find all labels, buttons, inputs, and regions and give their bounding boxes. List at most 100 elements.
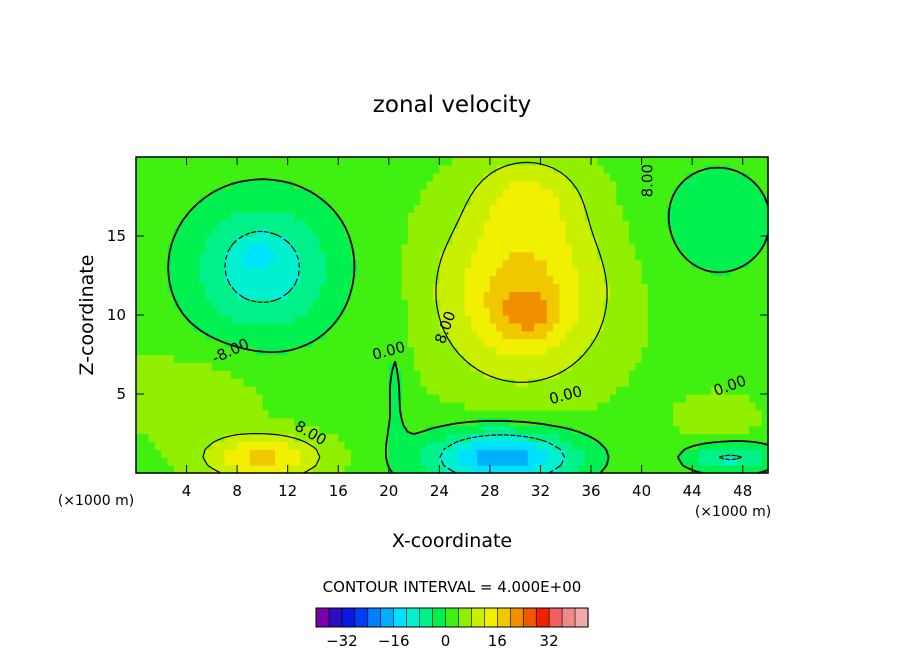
heatmap-cell [382,196,390,205]
heatmap-cell [635,346,643,356]
heatmap-cell [685,386,693,395]
heatmap-cell [388,267,396,277]
heatmap-cell [136,354,143,363]
heatmap-cell [761,417,769,427]
heatmap-cell [192,204,200,213]
heatmap-cell [470,196,478,205]
heatmap-cell [546,401,554,411]
heatmap-cell [382,259,390,269]
heatmap-cell [723,228,731,237]
heatmap-cell [249,457,257,466]
heatmap-cell [527,259,535,269]
heatmap-cell [673,465,681,474]
heatmap-cell [641,236,649,245]
heatmap-cell [483,164,491,174]
heatmap-cell [224,315,232,324]
heatmap-cell [243,370,251,379]
heatmap-cell [565,196,573,205]
heatmap-cell [312,299,320,308]
heatmap-cell [350,157,358,166]
heatmap-cell [388,220,396,229]
heatmap-cell [565,259,573,269]
heatmap-cell [161,322,169,332]
heatmap-cell [281,378,289,387]
heatmap-cell [275,236,282,245]
heatmap-cell [660,370,668,379]
heatmap-cell [521,283,529,292]
heatmap-cell [755,315,763,324]
heatmap-cell [148,433,156,442]
heatmap-cell [281,441,289,450]
heatmap-cell [591,267,598,277]
heatmap-cell [591,157,598,166]
heatmap-cell [148,180,156,190]
heatmap-cell [407,465,415,474]
heatmap-cell [730,362,737,371]
heatmap-cell [275,330,282,340]
heatmap-cell [647,180,655,190]
heatmap-cell [256,196,263,205]
heatmap-cell [262,409,270,419]
heatmap-cell [616,259,624,269]
heatmap-cell [477,449,485,458]
heatmap-cell [167,394,175,403]
heatmap-cell [173,220,181,229]
heatmap-cell [211,409,219,419]
heatmap-cell [433,196,440,205]
heatmap-cell [584,378,592,387]
heatmap-cell [186,180,194,190]
heatmap-cell [218,449,226,458]
heatmap-cell [515,362,523,371]
y-tick-label: 15 [107,227,126,245]
heatmap-cell [610,299,617,308]
heatmap-cell [660,457,668,466]
heatmap-cell [641,354,649,363]
heatmap-cell [616,425,624,435]
heatmap-cell [281,457,289,466]
heatmap-cell [414,172,421,182]
heatmap-cell [736,291,744,300]
heatmap-cell [136,465,143,474]
heatmap-cell [325,386,333,395]
heatmap-cell [218,441,226,450]
heatmap-cell [319,251,327,261]
heatmap-cell [546,386,554,395]
heatmap-cell [445,307,453,316]
heatmap-cell [628,394,636,403]
heatmap-cell [470,243,478,253]
heatmap-cell [578,409,586,419]
heatmap-cell [578,291,586,300]
heatmap-cell [218,394,226,403]
heatmap-cell [477,315,485,324]
heatmap-cell [154,338,162,348]
heatmap-cell [344,157,352,166]
heatmap-cell [508,425,516,435]
heatmap-cell [186,386,194,395]
heatmap-cell [180,204,188,213]
heatmap-cell [527,299,535,308]
heatmap-cell [186,330,194,340]
heatmap-cell [414,196,421,205]
heatmap-cell [382,267,390,277]
heatmap-cell [452,307,459,316]
heatmap-cell [508,338,516,348]
heatmap-cell [489,354,497,363]
heatmap-cell [420,433,428,442]
heatmap-cell [230,180,238,190]
heatmap-cell [395,243,403,253]
heatmap-cell [546,417,554,427]
heatmap-cell [635,172,643,182]
heatmap-cell [205,251,213,261]
heatmap-cell [502,275,510,284]
heatmap-cell [622,307,630,316]
heatmap-cell [407,180,415,190]
heatmap-cell [635,322,643,332]
heatmap-cell [262,449,270,458]
heatmap-cell [452,354,459,363]
heatmap-cell [420,172,428,182]
heatmap-cell [382,283,390,292]
heatmap-cell [692,196,700,205]
heatmap-cell [553,401,561,411]
heatmap-cell [338,172,346,182]
heatmap-cell [357,196,365,205]
